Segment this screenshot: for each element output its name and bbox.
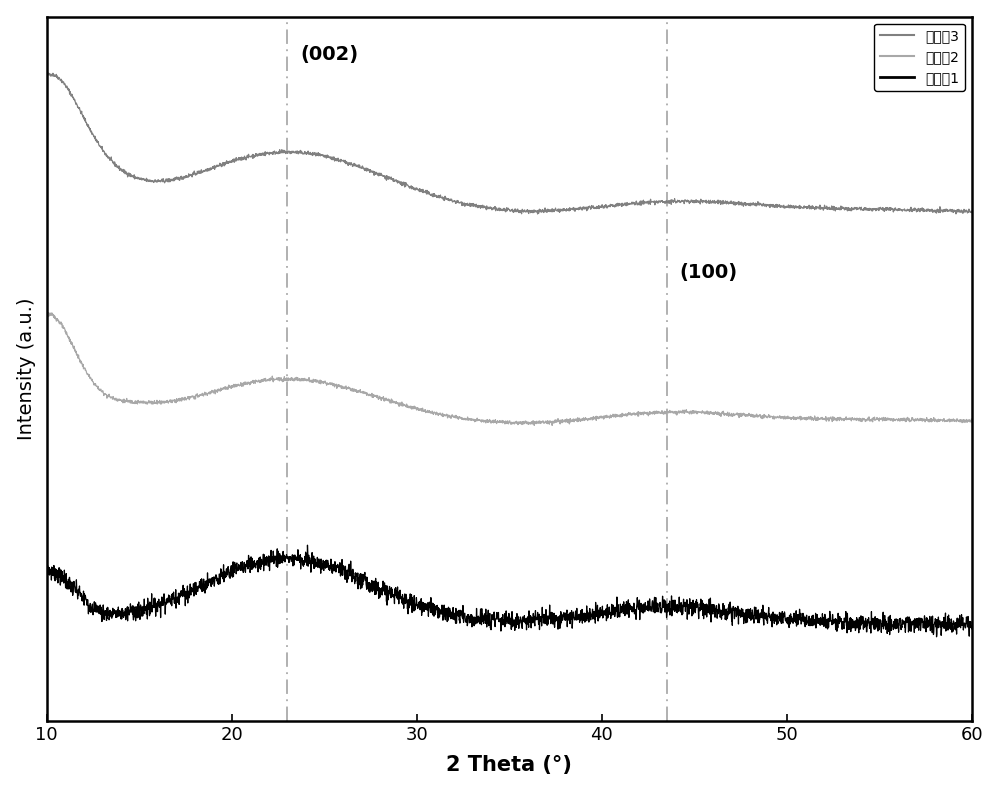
实施例2 bbox=[849, 414, 861, 424]
实施例3 bbox=[202, 164, 214, 173]
实施例2 bbox=[436, 410, 448, 420]
实施例1 bbox=[396, 598, 408, 607]
实施例1 bbox=[201, 583, 213, 592]
实施例2 bbox=[396, 398, 408, 407]
实施例3 bbox=[948, 206, 960, 215]
实施例2 bbox=[41, 310, 53, 320]
实施例3 bbox=[436, 193, 448, 203]
Text: (100): (100) bbox=[680, 263, 738, 282]
Y-axis label: Intensity (a.u.): Intensity (a.u.) bbox=[17, 298, 36, 440]
实施例1 bbox=[436, 600, 448, 610]
实施例3 bbox=[396, 181, 408, 190]
实施例3 bbox=[147, 177, 159, 186]
实施例3 bbox=[966, 207, 978, 216]
实施例3 bbox=[849, 203, 861, 212]
实施例3 bbox=[41, 70, 53, 79]
实施例2 bbox=[202, 389, 214, 398]
实施例1 bbox=[966, 622, 978, 631]
实施例1 bbox=[146, 605, 158, 615]
实施例2 bbox=[42, 308, 54, 318]
Line: 实施例2: 实施例2 bbox=[47, 313, 972, 425]
实施例3 bbox=[532, 209, 544, 219]
实施例2 bbox=[147, 398, 159, 407]
实施例2 bbox=[966, 417, 978, 427]
实施例1 bbox=[41, 561, 53, 570]
实施例2 bbox=[948, 417, 960, 426]
实施例1 bbox=[931, 632, 943, 642]
Line: 实施例3: 实施例3 bbox=[47, 73, 972, 214]
实施例1 bbox=[948, 620, 960, 630]
实施例2 bbox=[546, 421, 558, 430]
X-axis label: 2 Theta (°): 2 Theta (°) bbox=[446, 756, 572, 775]
Legend: 实施例3, 实施例2, 实施例1: 实施例3, 实施例2, 实施例1 bbox=[874, 24, 965, 90]
实施例1 bbox=[301, 540, 313, 550]
实施例1 bbox=[848, 616, 860, 626]
Line: 实施例1: 实施例1 bbox=[47, 545, 972, 637]
实施例3 bbox=[43, 68, 55, 78]
Text: (002): (002) bbox=[300, 45, 358, 64]
